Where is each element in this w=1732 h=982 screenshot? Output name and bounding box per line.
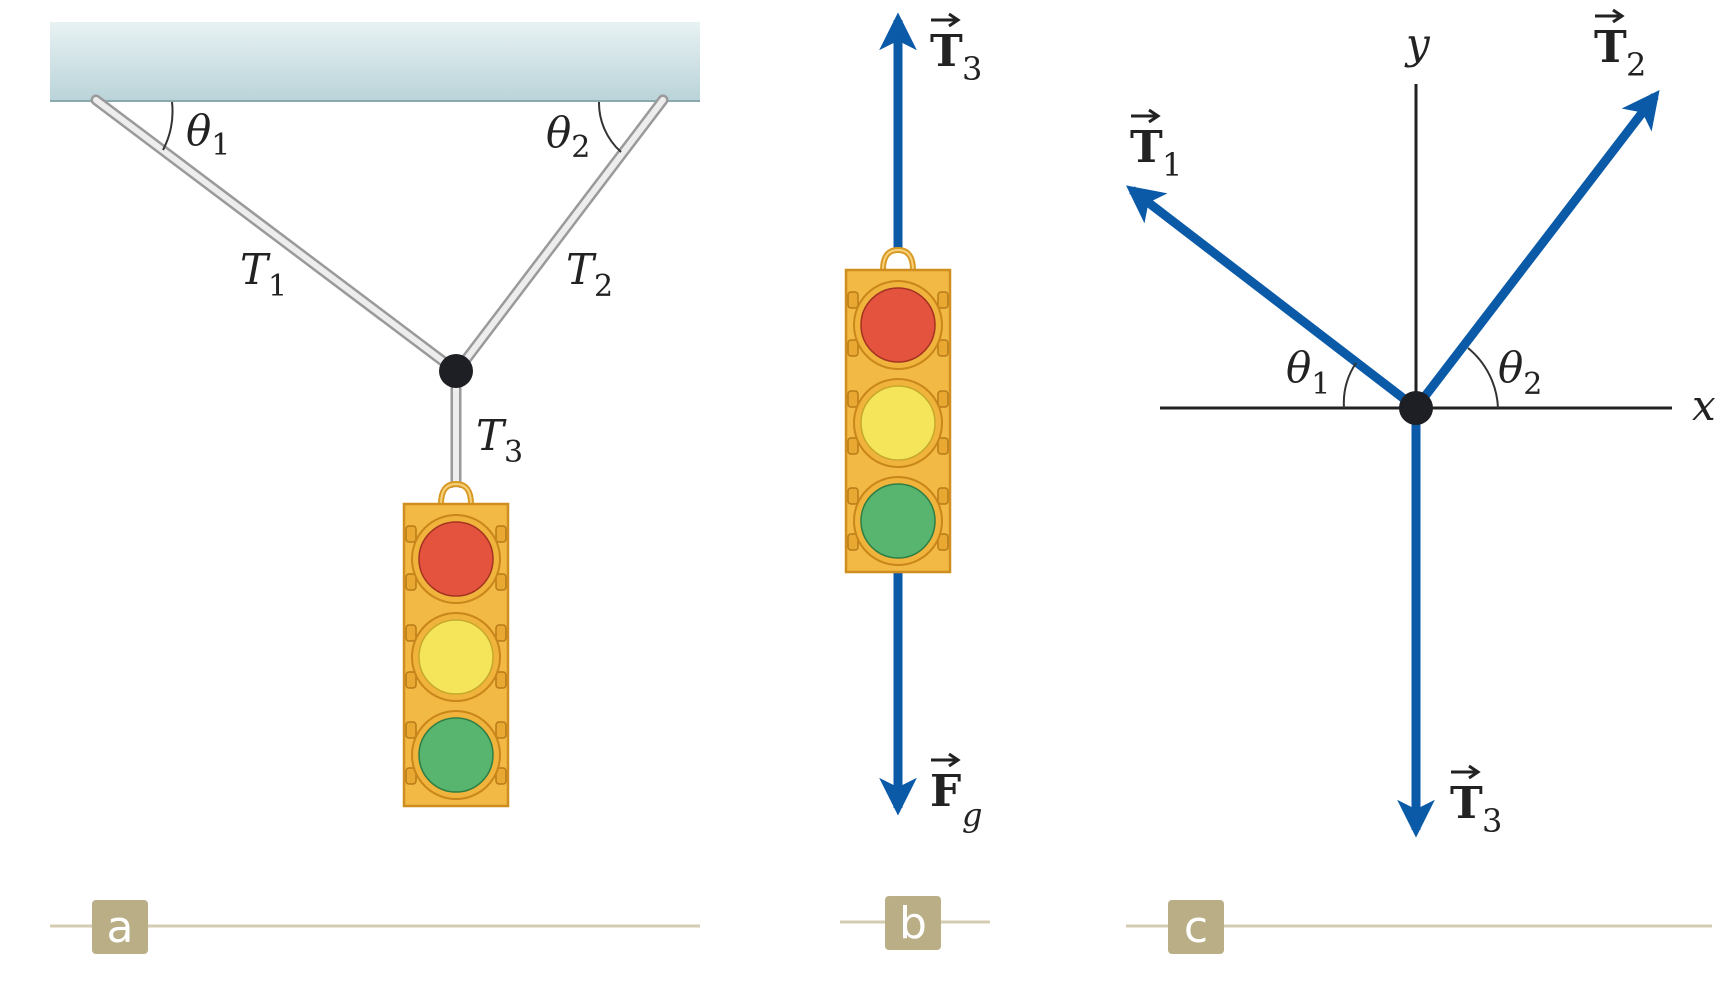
panel-tag-c-label: c [1184,902,1208,953]
origin-point [1399,391,1433,425]
traffic-light-a [404,484,508,806]
svg-text:3: 3 [1482,802,1502,840]
panel-tag-a [92,900,148,954]
label-theta2-a: θ2 [546,108,590,165]
theta2-arc-c [1467,347,1499,409]
cable-t1 [90,94,458,374]
svg-text:T: T [930,26,963,77]
theta2-arc [597,101,622,153]
label-t3-b: T 3 [930,12,982,88]
vector-t1 [1126,185,1419,412]
svg-text:2: 2 [1626,46,1646,84]
svg-text:g: g [962,796,982,834]
label-fg-b: F g [930,752,982,834]
x-axis-label: x [1692,381,1716,430]
panel-tag-a-label: a [107,902,134,953]
label-t3-a: T3 [476,411,523,470]
panel-a: θ1 θ2 T1 T2 T3 a [50,22,700,954]
label-t1-c: T 1 [1130,108,1182,184]
panel-tag-b [885,896,941,950]
panel-tag-b-label: b [899,898,927,949]
traffic-light-b [846,250,950,572]
cable-t2 [452,94,669,376]
label-t2-a: T2 [566,245,613,304]
vector-t2 [1412,89,1660,411]
label-theta1-c: θ1 [1286,343,1330,402]
ceiling [50,22,700,102]
svg-text:F: F [930,766,961,817]
label-t3-c: T 3 [1450,764,1502,840]
label-t2-c: T 2 [1594,8,1646,84]
label-theta1-a: θ1 [186,106,230,163]
label-t1-a: T1 [240,245,287,304]
svg-text:T: T [1594,22,1627,73]
y-axis-label: y [1404,19,1431,68]
panel-b: T 3 F g b [840,12,990,950]
svg-text:1: 1 [1162,146,1182,184]
theta1-arc-c [1342,362,1357,409]
junction-knot [439,354,473,388]
label-theta2-c: θ2 [1498,343,1542,402]
theta1-arc [162,101,174,151]
svg-text:T: T [1130,122,1163,173]
panel-c: x y θ1 θ2 T 1 T 2 T 3 [1126,8,1716,954]
svg-text:3: 3 [962,50,982,88]
panel-tag-c [1168,900,1224,954]
svg-text:T: T [1450,778,1483,829]
